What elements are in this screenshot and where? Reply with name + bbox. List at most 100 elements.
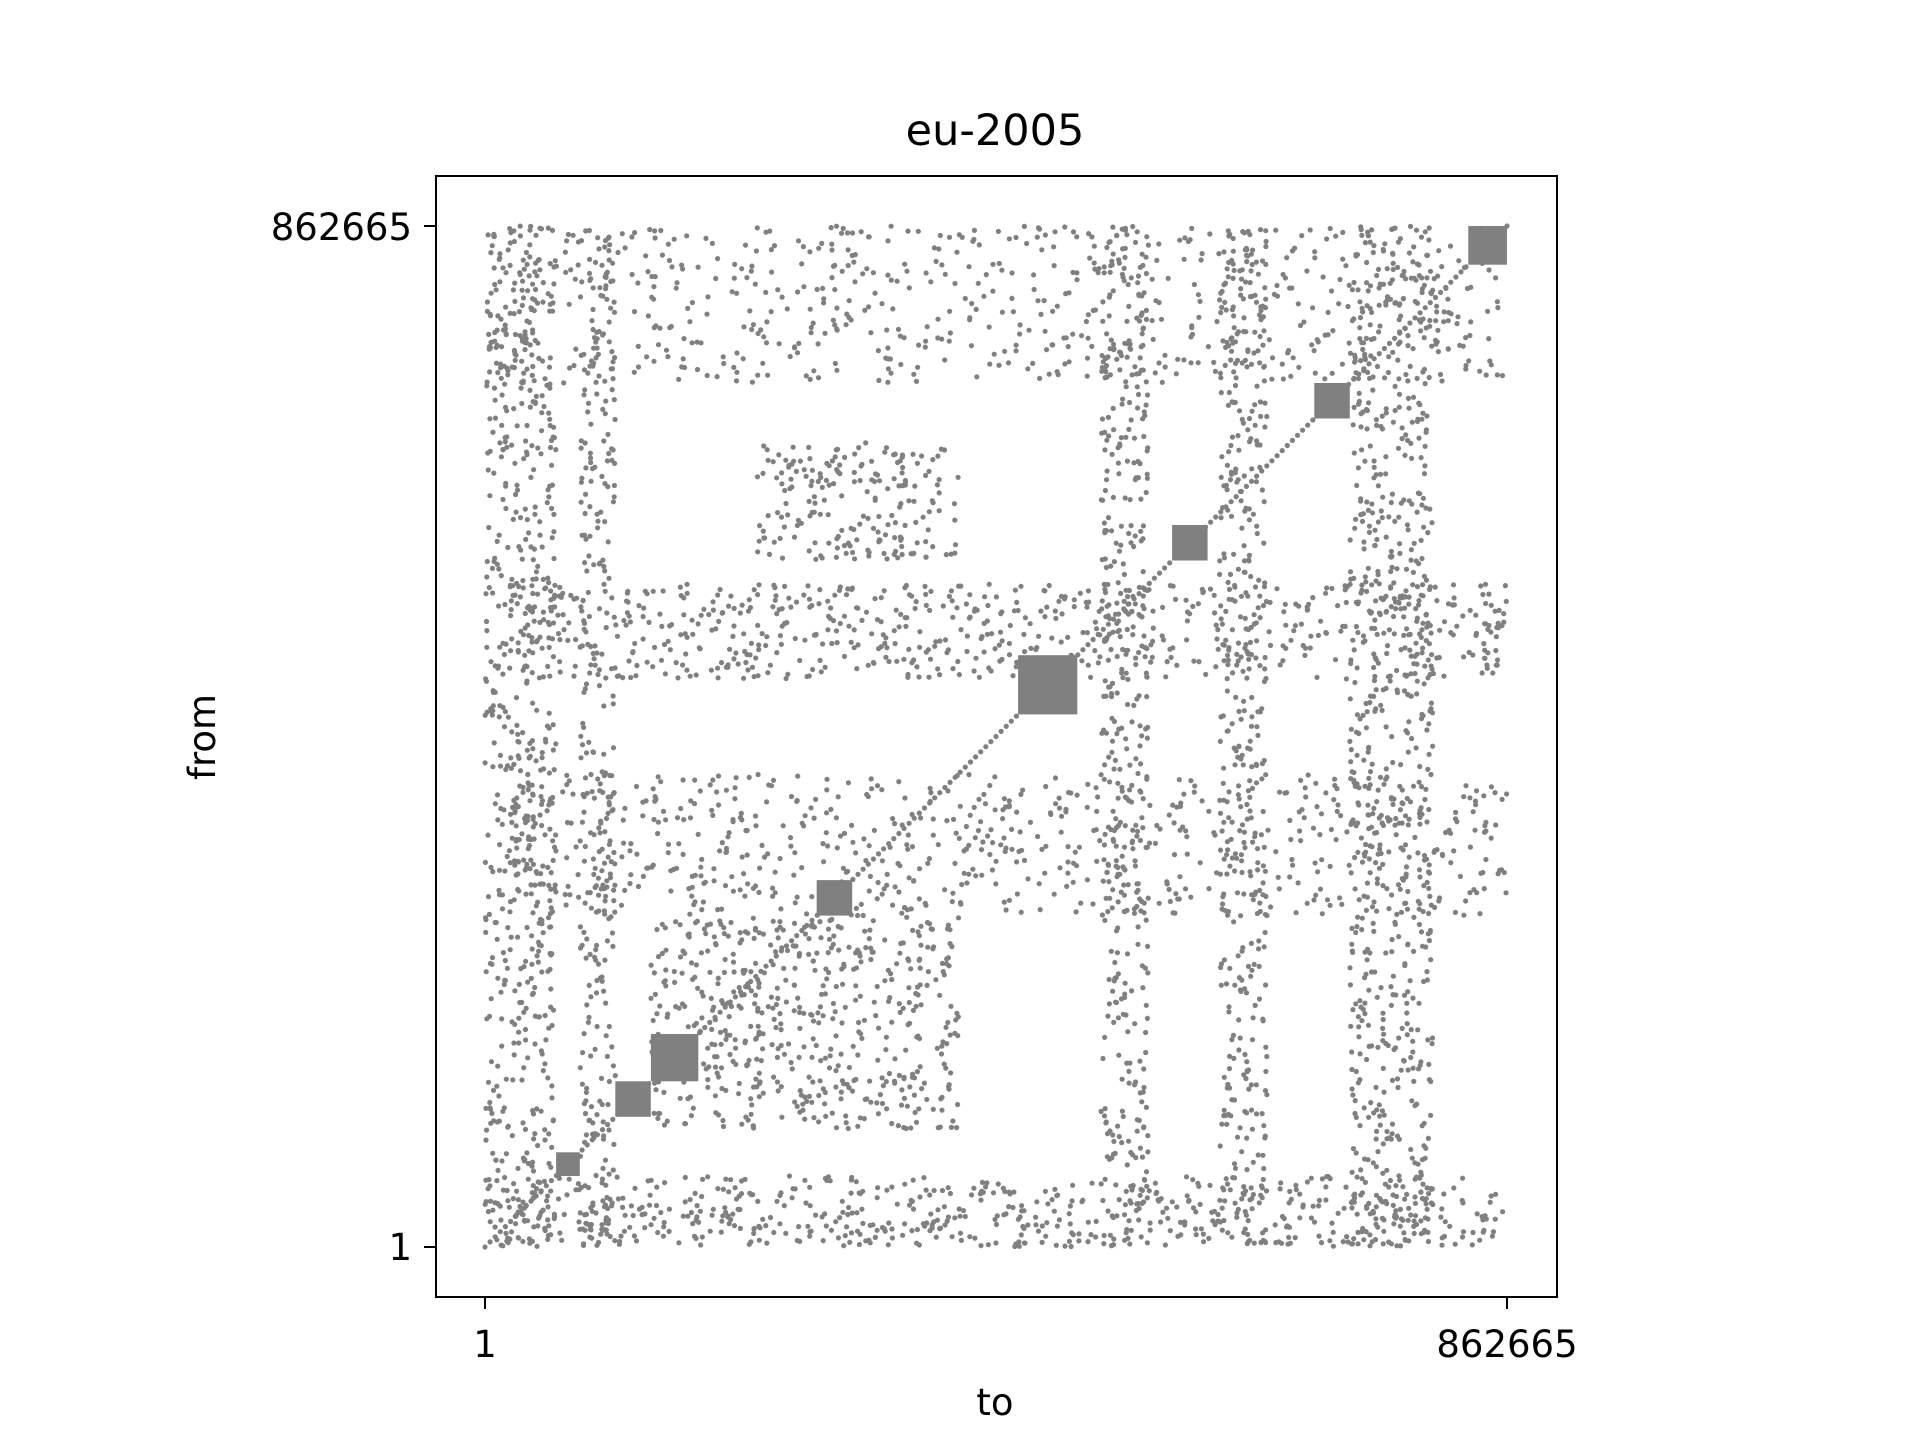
data-point (832, 592, 838, 598)
data-point (1257, 900, 1263, 906)
data-point (1149, 317, 1155, 324)
data-point (1216, 251, 1222, 257)
data-point (586, 613, 593, 620)
data-point (1388, 585, 1394, 591)
data-point (1003, 907, 1009, 913)
data-point (1236, 408, 1243, 414)
data-point (772, 890, 778, 896)
data-point (1150, 638, 1156, 644)
data-point (1125, 1029, 1131, 1035)
data-point (1227, 477, 1234, 483)
data-point (547, 924, 553, 930)
data-point (1128, 1227, 1134, 1233)
data-point (1130, 1152, 1136, 1158)
data-point (901, 335, 907, 341)
data-point (1103, 730, 1109, 736)
data-point (704, 311, 710, 317)
data-point (1286, 1200, 1292, 1206)
data-point (1188, 334, 1194, 340)
data-point (1106, 631, 1112, 637)
data-point (509, 1019, 515, 1025)
data-point (1124, 951, 1131, 957)
data-point (1427, 622, 1433, 629)
data-point (1111, 766, 1117, 772)
data-point (545, 1204, 551, 1210)
data-point (484, 628, 490, 634)
data-point (1275, 874, 1281, 880)
data-point (1368, 824, 1375, 830)
data-point (1262, 666, 1268, 672)
data-point (639, 1204, 645, 1210)
data-point (535, 1142, 541, 1149)
data-point (1066, 1238, 1072, 1244)
data-point (1467, 795, 1473, 801)
data-point (511, 406, 517, 412)
data-point (850, 839, 856, 845)
data-point (705, 294, 711, 300)
data-point (1445, 296, 1451, 302)
data-point (1349, 1198, 1355, 1205)
data-point (1030, 360, 1036, 366)
data-point (1118, 590, 1124, 597)
data-point (1095, 794, 1101, 800)
data-point (577, 924, 584, 930)
data-point (1241, 315, 1247, 321)
data-point (866, 843, 872, 849)
data-point (1103, 363, 1110, 369)
data-point (1391, 1221, 1397, 1227)
data-point (1393, 815, 1399, 822)
data-point (1408, 1212, 1414, 1218)
data-point (1378, 508, 1384, 514)
data-point (1367, 699, 1373, 706)
data-point (952, 860, 958, 867)
data-point (579, 279, 585, 285)
data-point (1234, 662, 1240, 668)
data-point (1248, 573, 1254, 580)
data-point (1054, 1223, 1060, 1229)
data-point (1139, 1154, 1146, 1160)
data-point (1263, 296, 1269, 302)
data-point (799, 865, 805, 871)
data-point (1159, 633, 1165, 639)
data-point (1426, 885, 1432, 892)
data-point (1357, 336, 1363, 342)
data-point (1222, 362, 1228, 368)
data-point (849, 230, 856, 236)
data-point (533, 869, 539, 875)
data-point (947, 1190, 954, 1197)
data-point (558, 594, 564, 600)
data-point (1359, 587, 1365, 593)
data-point (1258, 413, 1264, 419)
data-point (575, 1181, 582, 1187)
data-point (1263, 772, 1269, 778)
data-point (1101, 693, 1107, 700)
data-point (829, 275, 835, 281)
data-point (508, 598, 514, 604)
data-point (1280, 376, 1286, 382)
data-point (875, 879, 881, 886)
data-point (1252, 402, 1258, 408)
data-point (1302, 652, 1308, 659)
data-point (1000, 807, 1006, 813)
data-point (709, 807, 715, 813)
data-point (1480, 591, 1486, 598)
data-point (1165, 275, 1171, 281)
data-point (1108, 646, 1114, 653)
data-point (932, 643, 938, 649)
data-point (1125, 281, 1131, 288)
data-point (966, 772, 972, 778)
data-point (898, 361, 904, 368)
data-point (950, 816, 957, 823)
data-point (1131, 460, 1137, 466)
data-point (866, 888, 872, 894)
data-point (658, 779, 664, 785)
data-point (833, 223, 840, 229)
data-point (503, 505, 509, 512)
data-point (927, 607, 933, 614)
data-point (1358, 224, 1364, 230)
data-point (1364, 280, 1370, 286)
data-point (1367, 950, 1373, 956)
data-point (1380, 1016, 1386, 1023)
data-point (1280, 658, 1286, 664)
data-point (1435, 327, 1441, 333)
